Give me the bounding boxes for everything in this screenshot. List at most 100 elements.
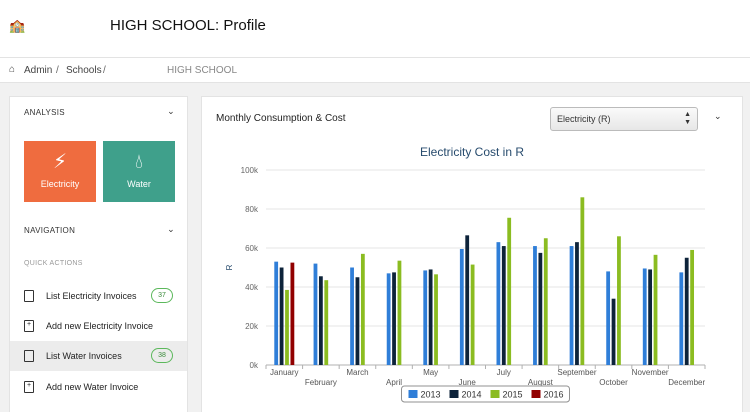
water-drop-icon: 💧︎	[135, 151, 143, 173]
legend-label-2015: 2015	[503, 390, 523, 400]
breadcrumb-admin[interactable]: Admin	[24, 65, 53, 76]
bar-2014-July	[501, 246, 506, 365]
y-tick-label: 80k	[245, 205, 259, 214]
breadcrumb-schools[interactable]: Schools	[66, 65, 102, 76]
add-document-icon: +	[24, 381, 34, 393]
x-tick-label: January	[270, 368, 298, 377]
panel-title: Monthly Consumption & Cost	[216, 113, 346, 124]
bar-2015-July	[507, 217, 512, 365]
electricity-tile-button[interactable]: ⚡︎ Electricity	[24, 141, 96, 202]
bar-2014-November	[648, 269, 653, 365]
electricity-tile-label: Electricity	[40, 179, 80, 189]
bar-2013-July	[496, 242, 501, 365]
breadcrumb-separator: /	[103, 65, 106, 76]
x-tick-label: July	[497, 368, 511, 377]
x-tick-label: December	[668, 378, 705, 387]
bar-2013-August	[533, 246, 537, 365]
bar-2013-October	[606, 271, 611, 365]
breadcrumb-current: HIGH SCHOOL	[167, 65, 238, 76]
legend-swatch-2016	[531, 390, 541, 398]
y-axis-label: R	[225, 264, 234, 270]
x-tick-label: February	[305, 378, 337, 387]
metric-select[interactable]: Electricity (R) ▲ ▼	[550, 107, 698, 131]
select-arrows-icon: ▲ ▼	[684, 111, 691, 126]
x-tick-label: November	[632, 368, 669, 377]
bar-2013-September	[569, 246, 574, 365]
qa-label: List Water Invoices	[46, 351, 122, 361]
bolt-icon: ⚡︎	[52, 151, 68, 173]
bar-2016-January	[290, 262, 295, 365]
bar-2013-February	[313, 263, 318, 365]
bar-2015-January	[285, 289, 289, 365]
bar-2015-December	[690, 249, 695, 365]
qa-label: List Electricity Invoices	[46, 291, 137, 301]
breadcrumb-separator: /	[56, 65, 59, 76]
legend-label-2013: 2013	[421, 390, 441, 400]
y-tick-label: 60k	[245, 244, 259, 253]
bar-2015-September	[580, 197, 585, 365]
bar-2013-November	[642, 268, 647, 365]
legend-swatch-2015	[490, 390, 500, 398]
bar-2015-April	[397, 260, 402, 365]
analysis-label: ANALYSIS	[24, 108, 65, 117]
bar-2015-October	[617, 236, 621, 365]
chart-title: Electricity Cost in R	[420, 145, 524, 159]
qa-label: Add new Water Invoice	[46, 382, 139, 392]
bar-2015-June	[470, 264, 475, 365]
bar-2013-April	[386, 273, 391, 365]
x-tick-label: October	[599, 378, 628, 387]
school-logo-icon: 🏫	[9, 18, 26, 33]
legend-label-2016: 2016	[544, 390, 564, 400]
bar-2014-December	[684, 257, 689, 365]
navigation-section-header[interactable]: NAVIGATION ⌄	[10, 215, 187, 245]
top-bar: 🏫 HIGH SCHOOL: Profile	[0, 0, 750, 58]
bar-2013-June	[459, 248, 464, 365]
x-tick-label: September	[557, 368, 596, 377]
metric-select-value: Electricity (R)	[557, 114, 611, 124]
analysis-section-header[interactable]: ANALYSIS ⌄	[10, 97, 187, 127]
consumption-panel: Monthly Consumption & Cost Electricity (…	[201, 96, 743, 412]
y-tick-label: 100k	[241, 166, 259, 175]
water-tile-label: Water	[127, 179, 151, 189]
home-icon[interactable]: ⌂	[9, 64, 16, 75]
y-tick-label: 0k	[250, 361, 259, 370]
x-tick-label: June	[459, 378, 477, 387]
page-title: HIGH SCHOOL: Profile	[110, 17, 266, 34]
chevron-down-icon[interactable]: ⌄	[714, 111, 722, 121]
list-water-invoices-item[interactable]: List Water Invoices 38	[10, 341, 187, 371]
chevron-down-icon[interactable]: ⌄	[167, 224, 175, 234]
qa-label: Add new Electricity Invoice	[46, 321, 154, 331]
sidebar: ANALYSIS ⌄ ⚡︎ Electricity 💧︎ Water NAVIG…	[9, 96, 188, 412]
count-badge: 37	[151, 288, 173, 303]
x-tick-label: April	[386, 378, 402, 387]
water-tile-button[interactable]: 💧︎ Water	[103, 141, 175, 202]
quick-actions-label: QUICK ACTIONS	[24, 260, 83, 267]
electricity-cost-chart: Electricity Cost in R 0k 20k 40k 60k 80k 100k R…	[225, 145, 706, 403]
list-electricity-invoices-item[interactable]: List Electricity Invoices 37	[10, 281, 187, 311]
bar-2015-May	[434, 274, 438, 365]
bar-2013-December	[679, 272, 684, 365]
bar-2015-November	[653, 254, 658, 365]
count-badge: 38	[151, 348, 173, 363]
bar-2013-May	[423, 270, 428, 365]
legend-swatch-2014	[449, 390, 459, 398]
bar-2015-August	[543, 238, 548, 365]
bar-2015-February	[324, 280, 329, 365]
bar-2015-March	[360, 253, 365, 365]
bar-2014-September	[575, 242, 579, 365]
x-tick-label: August	[528, 378, 554, 387]
add-water-invoice-item[interactable]: + Add new Water Invoice	[10, 372, 187, 402]
document-icon	[24, 350, 34, 362]
bar-2014-October	[611, 298, 616, 365]
y-tick-label: 40k	[245, 283, 259, 292]
bar-2014-January	[279, 267, 284, 365]
document-icon	[24, 290, 34, 302]
chevron-down-icon[interactable]: ⌄	[167, 106, 175, 116]
chart-legend	[401, 385, 570, 403]
add-electricity-invoice-item[interactable]: + Add new Electricity Invoice	[10, 311, 187, 341]
bar-2014-April	[392, 272, 396, 365]
bar-2014-March	[355, 277, 360, 365]
bar-2014-February	[318, 276, 323, 365]
bar-2013-March	[350, 267, 354, 365]
x-tick-label: May	[423, 368, 438, 377]
